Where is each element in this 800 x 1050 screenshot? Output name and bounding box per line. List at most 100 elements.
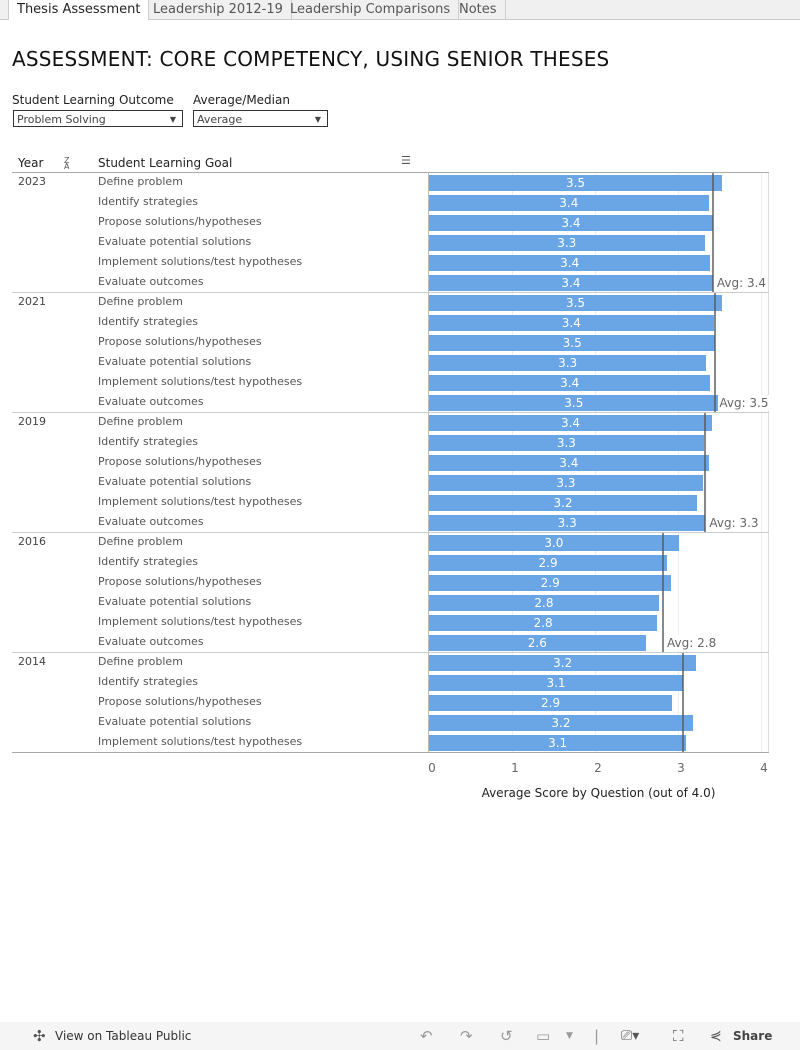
bar[interactable] [429, 735, 687, 751]
bar[interactable] [429, 555, 668, 571]
sort-bars-icon[interactable]: ☰ [401, 154, 411, 167]
bar[interactable] [429, 675, 683, 691]
tab-thesis-assessment[interactable]: Thesis Assessment [8, 0, 150, 20]
bar-value-label: 3.4 [560, 376, 580, 390]
bar[interactable] [429, 435, 704, 451]
goal-label: Identify strategies [98, 435, 198, 448]
bar-value-label: 3.3 [557, 516, 577, 530]
goal-header: Student Learning Goal [98, 156, 233, 170]
bar-value-label: 3.4 [559, 196, 579, 210]
x-tick-label: 0 [428, 761, 436, 775]
goal-label: Define problem [98, 655, 183, 668]
goal-label: Identify strategies [98, 675, 198, 688]
bar-value-label: 3.5 [565, 176, 586, 190]
tab-notes[interactable]: Notes [451, 0, 506, 19]
bar-value-label: 3.5 [564, 396, 584, 410]
undo-icon[interactable]: ↶ [420, 1027, 433, 1045]
bar[interactable] [429, 215, 713, 231]
year-header: Year [18, 156, 44, 170]
goal-label: Identify strategies [98, 555, 198, 568]
bar[interactable] [429, 615, 658, 631]
bar[interactable] [429, 315, 714, 331]
revert-icon[interactable]: ↺ [500, 1027, 513, 1045]
bar[interactable] [429, 275, 713, 291]
fullscreen-icon[interactable]: ⛶ [673, 1027, 684, 1045]
bar[interactable] [429, 495, 698, 511]
bar[interactable] [429, 455, 709, 471]
goal-label: Define problem [98, 175, 183, 188]
bar-value-label: 2.9 [540, 576, 560, 590]
bar[interactable] [429, 375, 711, 391]
bar[interactable] [429, 695, 673, 711]
footer-toolbar: ✣ View on Tableau Public ↶ ↷ ↺ ▭ ▼ | ⎚▾ … [0, 1022, 800, 1050]
bar[interactable] [429, 635, 646, 651]
x-tick-label: 3 [677, 761, 685, 775]
bar[interactable] [429, 195, 709, 211]
goal-label: Propose solutions/hypotheses [98, 455, 262, 468]
tab-leadership-comparisons[interactable]: Leadership Comparisons [282, 0, 460, 19]
bar[interactable] [429, 595, 659, 611]
bar[interactable] [429, 175, 722, 191]
goal-label: Identify strategies [98, 315, 198, 328]
goal-label: Identify strategies [98, 195, 198, 208]
goal-label: Evaluate potential solutions [98, 475, 252, 488]
average-label: Avg: 3.3 [708, 515, 760, 531]
bar-value-label: 3.5 [562, 336, 582, 350]
year-label: 2019 [18, 415, 46, 428]
bar-value-label: 3.1 [548, 736, 568, 750]
bar-value-label: 2.8 [533, 616, 553, 630]
chevron-down-icon: ▼ [169, 115, 176, 124]
group-separator [12, 412, 769, 413]
goal-label: Propose solutions/hypotheses [98, 695, 262, 708]
outcome-filter-label: Student Learning Outcome [12, 93, 174, 107]
x-tick-label: 2 [594, 761, 602, 775]
bar[interactable] [429, 295, 722, 311]
bar-value-label: 3.2 [551, 716, 571, 730]
year-label: 2023 [18, 175, 46, 188]
bar-value-label: 3.3 [558, 356, 578, 370]
goal-label: Evaluate potential solutions [98, 355, 252, 368]
bar[interactable] [429, 355, 707, 371]
average-reference-line [704, 413, 707, 533]
bar[interactable] [429, 335, 716, 351]
bar[interactable] [429, 515, 706, 531]
refresh-icon[interactable]: ▭ [536, 1027, 551, 1045]
bar[interactable] [429, 395, 719, 411]
avg-median-value: Average [197, 113, 243, 126]
average-reference-line [711, 173, 714, 293]
goal-label: Evaluate potential solutions [98, 595, 252, 608]
redo-icon[interactable]: ↷ [460, 1027, 473, 1045]
share-icon[interactable]: ⋞ [710, 1028, 722, 1044]
group-separator [12, 532, 769, 533]
bar[interactable] [429, 475, 703, 491]
view-on-tableau-link[interactable]: View on Tableau Public [55, 1029, 192, 1043]
bar-value-label: 3.4 [559, 456, 579, 470]
goal-label: Implement solutions/test hypotheses [98, 615, 303, 628]
outcome-select[interactable]: Problem Solving ▼ [13, 110, 183, 127]
share-button[interactable]: Share [733, 1029, 773, 1043]
bar[interactable] [429, 415, 713, 431]
outcome-value: Problem Solving [17, 113, 106, 126]
average-reference-line [681, 653, 684, 753]
avg-median-select[interactable]: Average ▼ [193, 110, 328, 127]
goal-label: Define problem [98, 295, 183, 308]
bar[interactable] [429, 235, 705, 251]
goal-label: Evaluate outcomes [98, 635, 204, 648]
bar-value-label: 3.4 [561, 216, 581, 230]
average-label: Avg: 3.5 [718, 395, 770, 411]
goal-label: Define problem [98, 415, 183, 428]
year-label: 2021 [18, 295, 46, 308]
bar[interactable] [429, 255, 711, 271]
bar-value-label: 3.0 [544, 536, 564, 550]
avg-median-filter-label: Average/Median [193, 93, 290, 107]
bar[interactable] [429, 715, 693, 731]
chevron-down-icon[interactable]: ▼ [566, 1031, 573, 1041]
bar-value-label: 2.8 [534, 596, 554, 610]
download-icon[interactable]: ⎚▾ [621, 1028, 640, 1044]
bar[interactable] [429, 575, 672, 591]
tab-bar: Thesis Assessment Leadership 2012-19 Lea… [0, 0, 800, 20]
tab-leadership-2012-19[interactable]: Leadership 2012-19 [145, 0, 292, 19]
bar[interactable] [429, 535, 679, 551]
bar[interactable] [429, 655, 697, 671]
